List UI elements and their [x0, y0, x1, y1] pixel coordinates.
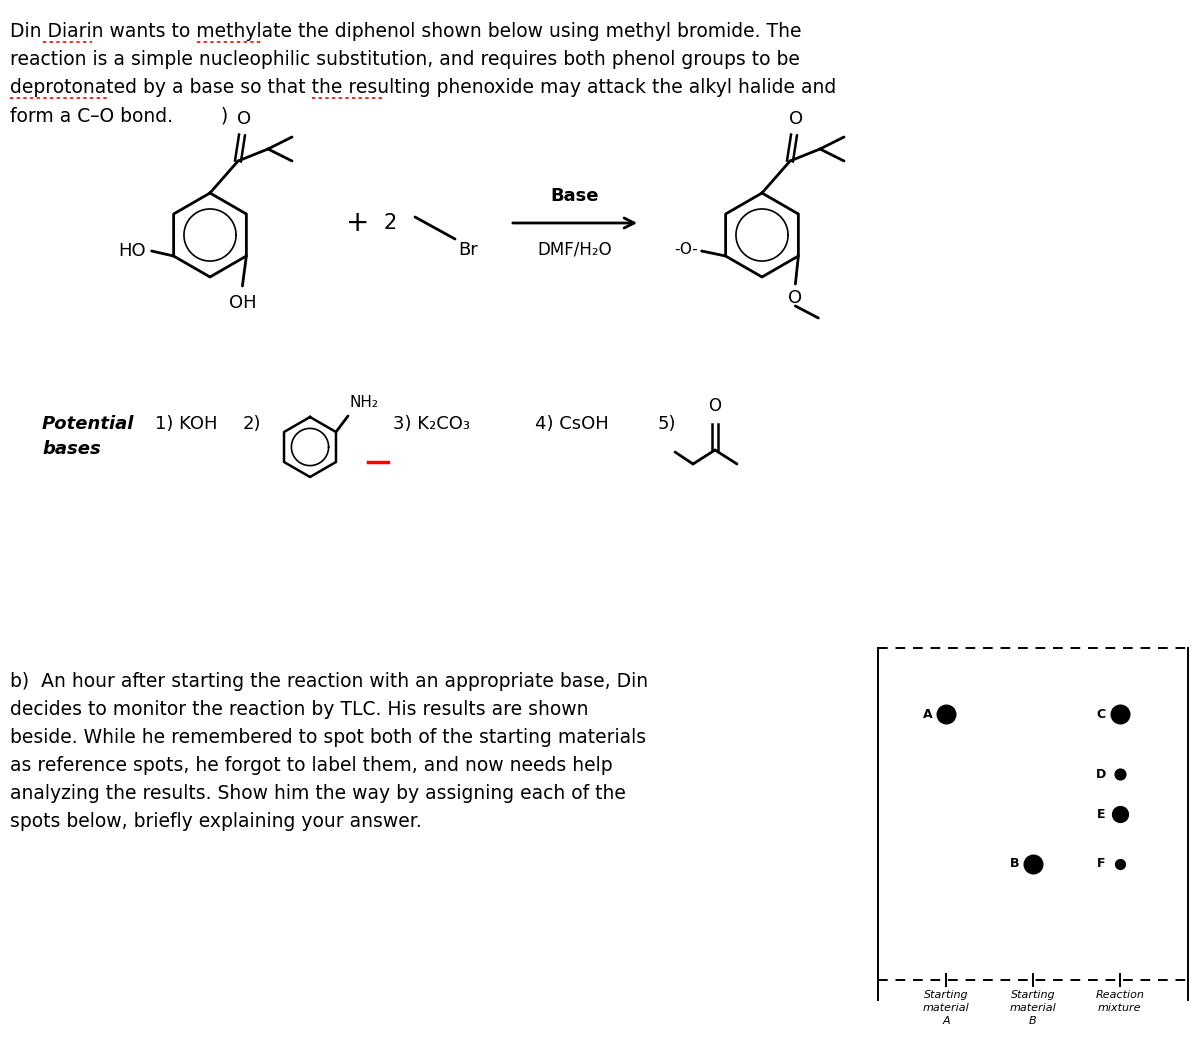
Text: OH: OH: [228, 294, 256, 312]
Text: O: O: [788, 110, 803, 128]
Text: Base: Base: [551, 187, 599, 205]
Text: +: +: [347, 209, 370, 237]
Text: E: E: [1097, 807, 1106, 821]
Point: [1110, 856, 1129, 872]
Text: O: O: [788, 289, 803, 307]
Text: Potential
bases: Potential bases: [42, 415, 134, 458]
Text: b)  An hour after starting the reaction with an appropriate base, Din: b) An hour after starting the reaction w…: [10, 672, 648, 691]
Point: [1024, 856, 1043, 872]
Text: HO: HO: [118, 242, 145, 260]
Text: 1) KOH: 1) KOH: [155, 415, 217, 433]
Text: NH₂: NH₂: [350, 395, 379, 410]
Text: Reaction
mixture: Reaction mixture: [1096, 990, 1145, 1013]
Text: B: B: [1009, 858, 1019, 870]
Text: Br: Br: [458, 241, 478, 258]
Text: Din Diarin wants to methylate the diphenol shown below using methyl bromide. The: Din Diarin wants to methylate the diphen…: [10, 22, 802, 41]
Text: 2: 2: [383, 213, 397, 233]
Point: [1110, 706, 1129, 723]
Text: as reference spots, he forgot to label them, and now needs help: as reference spots, he forgot to label t…: [10, 756, 613, 775]
Text: Starting
material
B: Starting material B: [1009, 990, 1056, 1025]
Text: D: D: [1096, 768, 1106, 781]
Text: Starting
material
A: Starting material A: [923, 990, 970, 1025]
Text: 3) K₂CO₃: 3) K₂CO₃: [394, 415, 470, 433]
Text: deprotonated by a base so that the resulting phenoxide may attack the alkyl hali: deprotonated by a base so that the resul…: [10, 78, 836, 97]
Text: O: O: [236, 110, 251, 128]
Text: O: O: [708, 397, 721, 415]
Text: 4) CsOH: 4) CsOH: [535, 415, 608, 433]
Text: 2): 2): [242, 415, 262, 433]
Text: reaction is a simple nucleophilic substitution, and requires both phenol groups : reaction is a simple nucleophilic substi…: [10, 50, 800, 69]
Text: beside. While he remembered to spot both of the starting materials: beside. While he remembered to spot both…: [10, 728, 646, 747]
Text: 5): 5): [658, 415, 677, 433]
Text: C: C: [1097, 708, 1106, 721]
Point: [1110, 766, 1129, 783]
Text: -O-: -O-: [674, 243, 697, 257]
Point: [937, 706, 956, 723]
Text: spots below, briefly explaining your answer.: spots below, briefly explaining your ans…: [10, 812, 421, 831]
Text: form a C–O bond.        ): form a C–O bond. ): [10, 106, 228, 124]
Text: decides to monitor the reaction by TLC. His results are shown: decides to monitor the reaction by TLC. …: [10, 701, 588, 720]
Point: [1110, 806, 1129, 823]
Text: DMF/H₂O: DMF/H₂O: [538, 241, 612, 258]
Text: F: F: [1097, 858, 1106, 870]
Text: A: A: [923, 708, 932, 721]
Text: analyzing the results. Show him the way by assigning each of the: analyzing the results. Show him the way …: [10, 784, 626, 803]
